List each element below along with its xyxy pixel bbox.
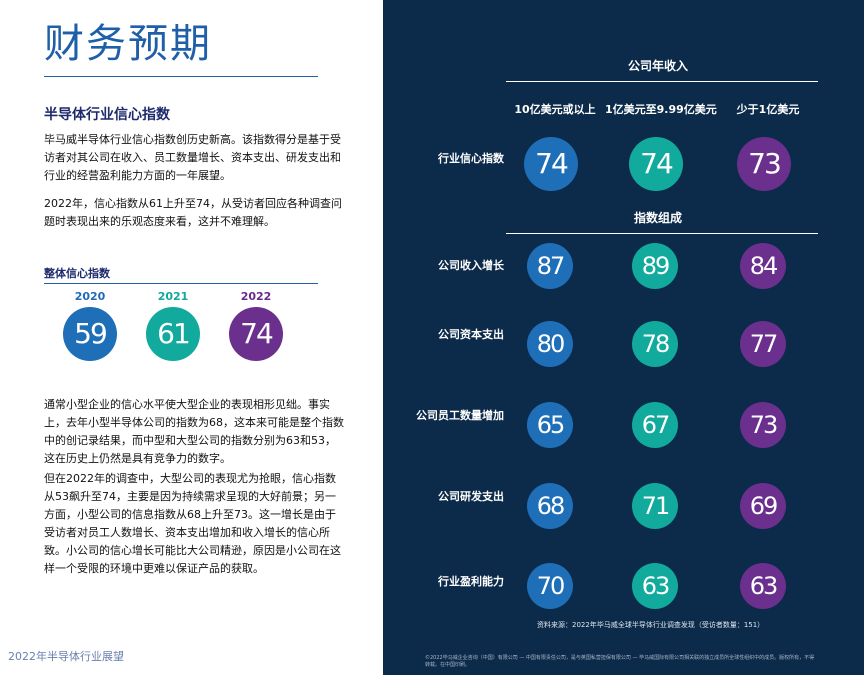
column-large: 10亿美元或以上 (514, 103, 596, 116)
revenue-mid-circle: 89 (632, 243, 678, 289)
column-mid: 1亿美元至9.99亿美元 (605, 103, 717, 116)
rnd-mid-circle: 71 (632, 483, 678, 529)
overall-index-2022-circle: 74 (229, 307, 283, 361)
row-label-revenue: 公司收入增长 (438, 259, 504, 272)
footer-report-title: 2022年半导体行业展望 (8, 650, 124, 663)
capex-small-circle: 77 (740, 321, 786, 367)
employees-small-circle: 73 (740, 402, 786, 448)
revenue-large-circle: 87 (527, 243, 573, 289)
components-divider (506, 233, 818, 234)
overall-index-divider (44, 283, 318, 284)
year-label-2022: 2022 (240, 290, 272, 303)
copyright-note: ©2022毕马威企业咨询（中国）有限公司 — 中国有限责任公司，是与英国私营担保… (425, 655, 815, 668)
title-divider (44, 76, 318, 77)
year-label-2020: 2020 (74, 290, 106, 303)
confidence-mid-circle: 74 (629, 137, 683, 191)
confidence-large-circle: 74 (524, 137, 578, 191)
rnd-large-circle: 68 (527, 483, 573, 529)
revenue-divider (506, 81, 818, 82)
profit-large-circle: 70 (527, 563, 573, 609)
row-label-capex: 公司资本支出 (438, 328, 504, 341)
source-note: 资料来源：2022年毕马威全球半导体行业调查发现（受访者数量：151） (537, 621, 765, 629)
large-companies-paragraph: 但在2022年的调查中，大型公司的表现尤为抢眼，信心指数从53飙升至74，主要是… (44, 472, 341, 575)
rnd-small-circle: 69 (740, 483, 786, 529)
employees-large-circle: 65 (527, 402, 573, 448)
intro-paragraph: 毕马威半导体行业信心指数创历史新高。该指数得分是基于受访者对其公司在收入、员工数… (44, 133, 341, 182)
row-label-employees: 公司员工数量增加 (416, 409, 504, 422)
revenue-heading: 公司年收入 (627, 59, 688, 73)
overall-index-2021-circle: 61 (146, 307, 200, 361)
row-label-profitability: 行业盈利能力 (438, 575, 504, 588)
row-label-confidence: 行业信心指数 (438, 152, 504, 165)
year-label-2021: 2021 (157, 290, 189, 303)
page-title: 财务预期 (44, 21, 212, 67)
capex-mid-circle: 78 (632, 321, 678, 367)
employees-mid-circle: 67 (632, 402, 678, 448)
row-label-rnd: 公司研发支出 (438, 490, 504, 503)
column-small: 少于1亿美元 (736, 103, 800, 116)
capex-large-circle: 80 (527, 321, 573, 367)
revenue-small-circle: 84 (740, 243, 786, 289)
components-heading: 指数组成 (633, 211, 682, 225)
overall-index-heading: 整体信心指数 (44, 267, 110, 280)
profit-small-circle: 63 (740, 563, 786, 609)
confidence-small-circle: 73 (737, 137, 791, 191)
index-change-paragraph: 2022年，信心指数从61上升至74，从受访者回应各种调查问题时表现出来的乐观态… (44, 197, 342, 228)
left-page: 财务预期 半导体行业信心指数 毕马威半导体行业信心指数创历史新高。该指数得分是基… (0, 0, 383, 675)
overall-index-2020-circle: 59 (63, 307, 117, 361)
section-heading: 半导体行业信心指数 (44, 107, 170, 123)
small-companies-paragraph: 通常小型企业的信心水平使大型企业的表现相形见绌。事实上，去年小型半导体公司的指数… (44, 398, 344, 465)
profit-mid-circle: 63 (632, 563, 678, 609)
